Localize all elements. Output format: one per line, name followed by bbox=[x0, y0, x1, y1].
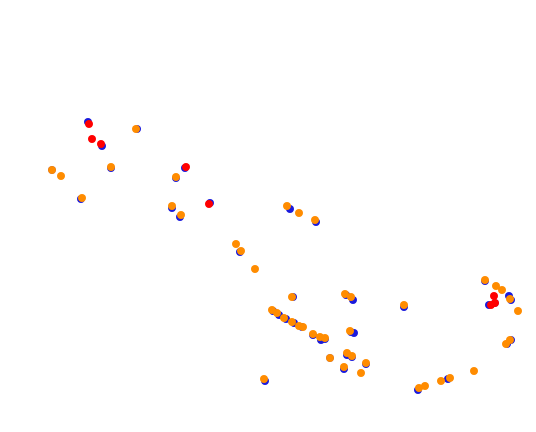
data-point-s1-27 bbox=[346, 327, 354, 335]
data-point-s1-25 bbox=[341, 290, 349, 298]
data-point-s1-6 bbox=[168, 202, 176, 210]
data-point-s1-40 bbox=[481, 276, 489, 284]
data-point-s1-30 bbox=[340, 363, 348, 371]
data-point-s1-14 bbox=[288, 293, 296, 301]
data-point-s1-43 bbox=[506, 295, 514, 303]
data-point-s1-34 bbox=[260, 375, 268, 383]
data-point-s1-29 bbox=[348, 352, 356, 360]
data-point-s1-1 bbox=[107, 163, 115, 171]
data-point-s1-20 bbox=[299, 323, 307, 331]
data-point-s1-7 bbox=[177, 211, 185, 219]
data-point-s1-37 bbox=[437, 377, 445, 385]
data-point-s1-16 bbox=[273, 309, 281, 317]
data-point-s2-4 bbox=[205, 200, 213, 208]
data-point-s1-44 bbox=[514, 307, 522, 315]
data-point-s1-13 bbox=[311, 216, 319, 224]
data-point-s2-2 bbox=[97, 140, 105, 148]
data-point-s2-3 bbox=[182, 163, 190, 171]
data-point-s1-33 bbox=[400, 301, 408, 309]
data-point-s1-10 bbox=[251, 265, 259, 273]
data-point-s1-36 bbox=[421, 382, 429, 390]
data-point-s1-5 bbox=[172, 173, 180, 181]
data-point-s1-2 bbox=[57, 172, 65, 180]
data-point-s1-18 bbox=[288, 318, 296, 326]
data-point-s1-31 bbox=[357, 369, 365, 377]
data-point-s1-9 bbox=[237, 247, 245, 255]
series-1 bbox=[48, 125, 522, 392]
points-layer bbox=[48, 118, 522, 394]
data-point-s2-7 bbox=[487, 301, 495, 309]
data-point-s1-12 bbox=[295, 209, 303, 217]
data-point-s1-4 bbox=[78, 194, 86, 202]
data-point-s1-23 bbox=[321, 334, 329, 342]
data-point-s2-1 bbox=[88, 135, 96, 143]
data-point-s1-26 bbox=[347, 293, 355, 301]
data-point-s1-42 bbox=[498, 286, 506, 294]
data-point-s1-38 bbox=[446, 374, 454, 382]
data-point-s1-32 bbox=[362, 359, 370, 367]
data-point-s1-24 bbox=[326, 354, 334, 362]
series-2 bbox=[85, 120, 499, 309]
data-point-s1-41 bbox=[492, 282, 500, 290]
data-point-s2-0 bbox=[85, 120, 93, 128]
data-point-s1-8 bbox=[232, 240, 240, 248]
data-point-s2-5 bbox=[490, 292, 498, 300]
data-point-s1-17 bbox=[280, 314, 288, 322]
data-point-s1-3 bbox=[48, 166, 56, 174]
data-point-s1-39 bbox=[470, 367, 478, 375]
data-point-s1-46 bbox=[502, 340, 510, 348]
data-point-s1-0 bbox=[132, 125, 140, 133]
data-point-s1-11 bbox=[283, 202, 291, 210]
data-point-s1-21 bbox=[309, 330, 317, 338]
